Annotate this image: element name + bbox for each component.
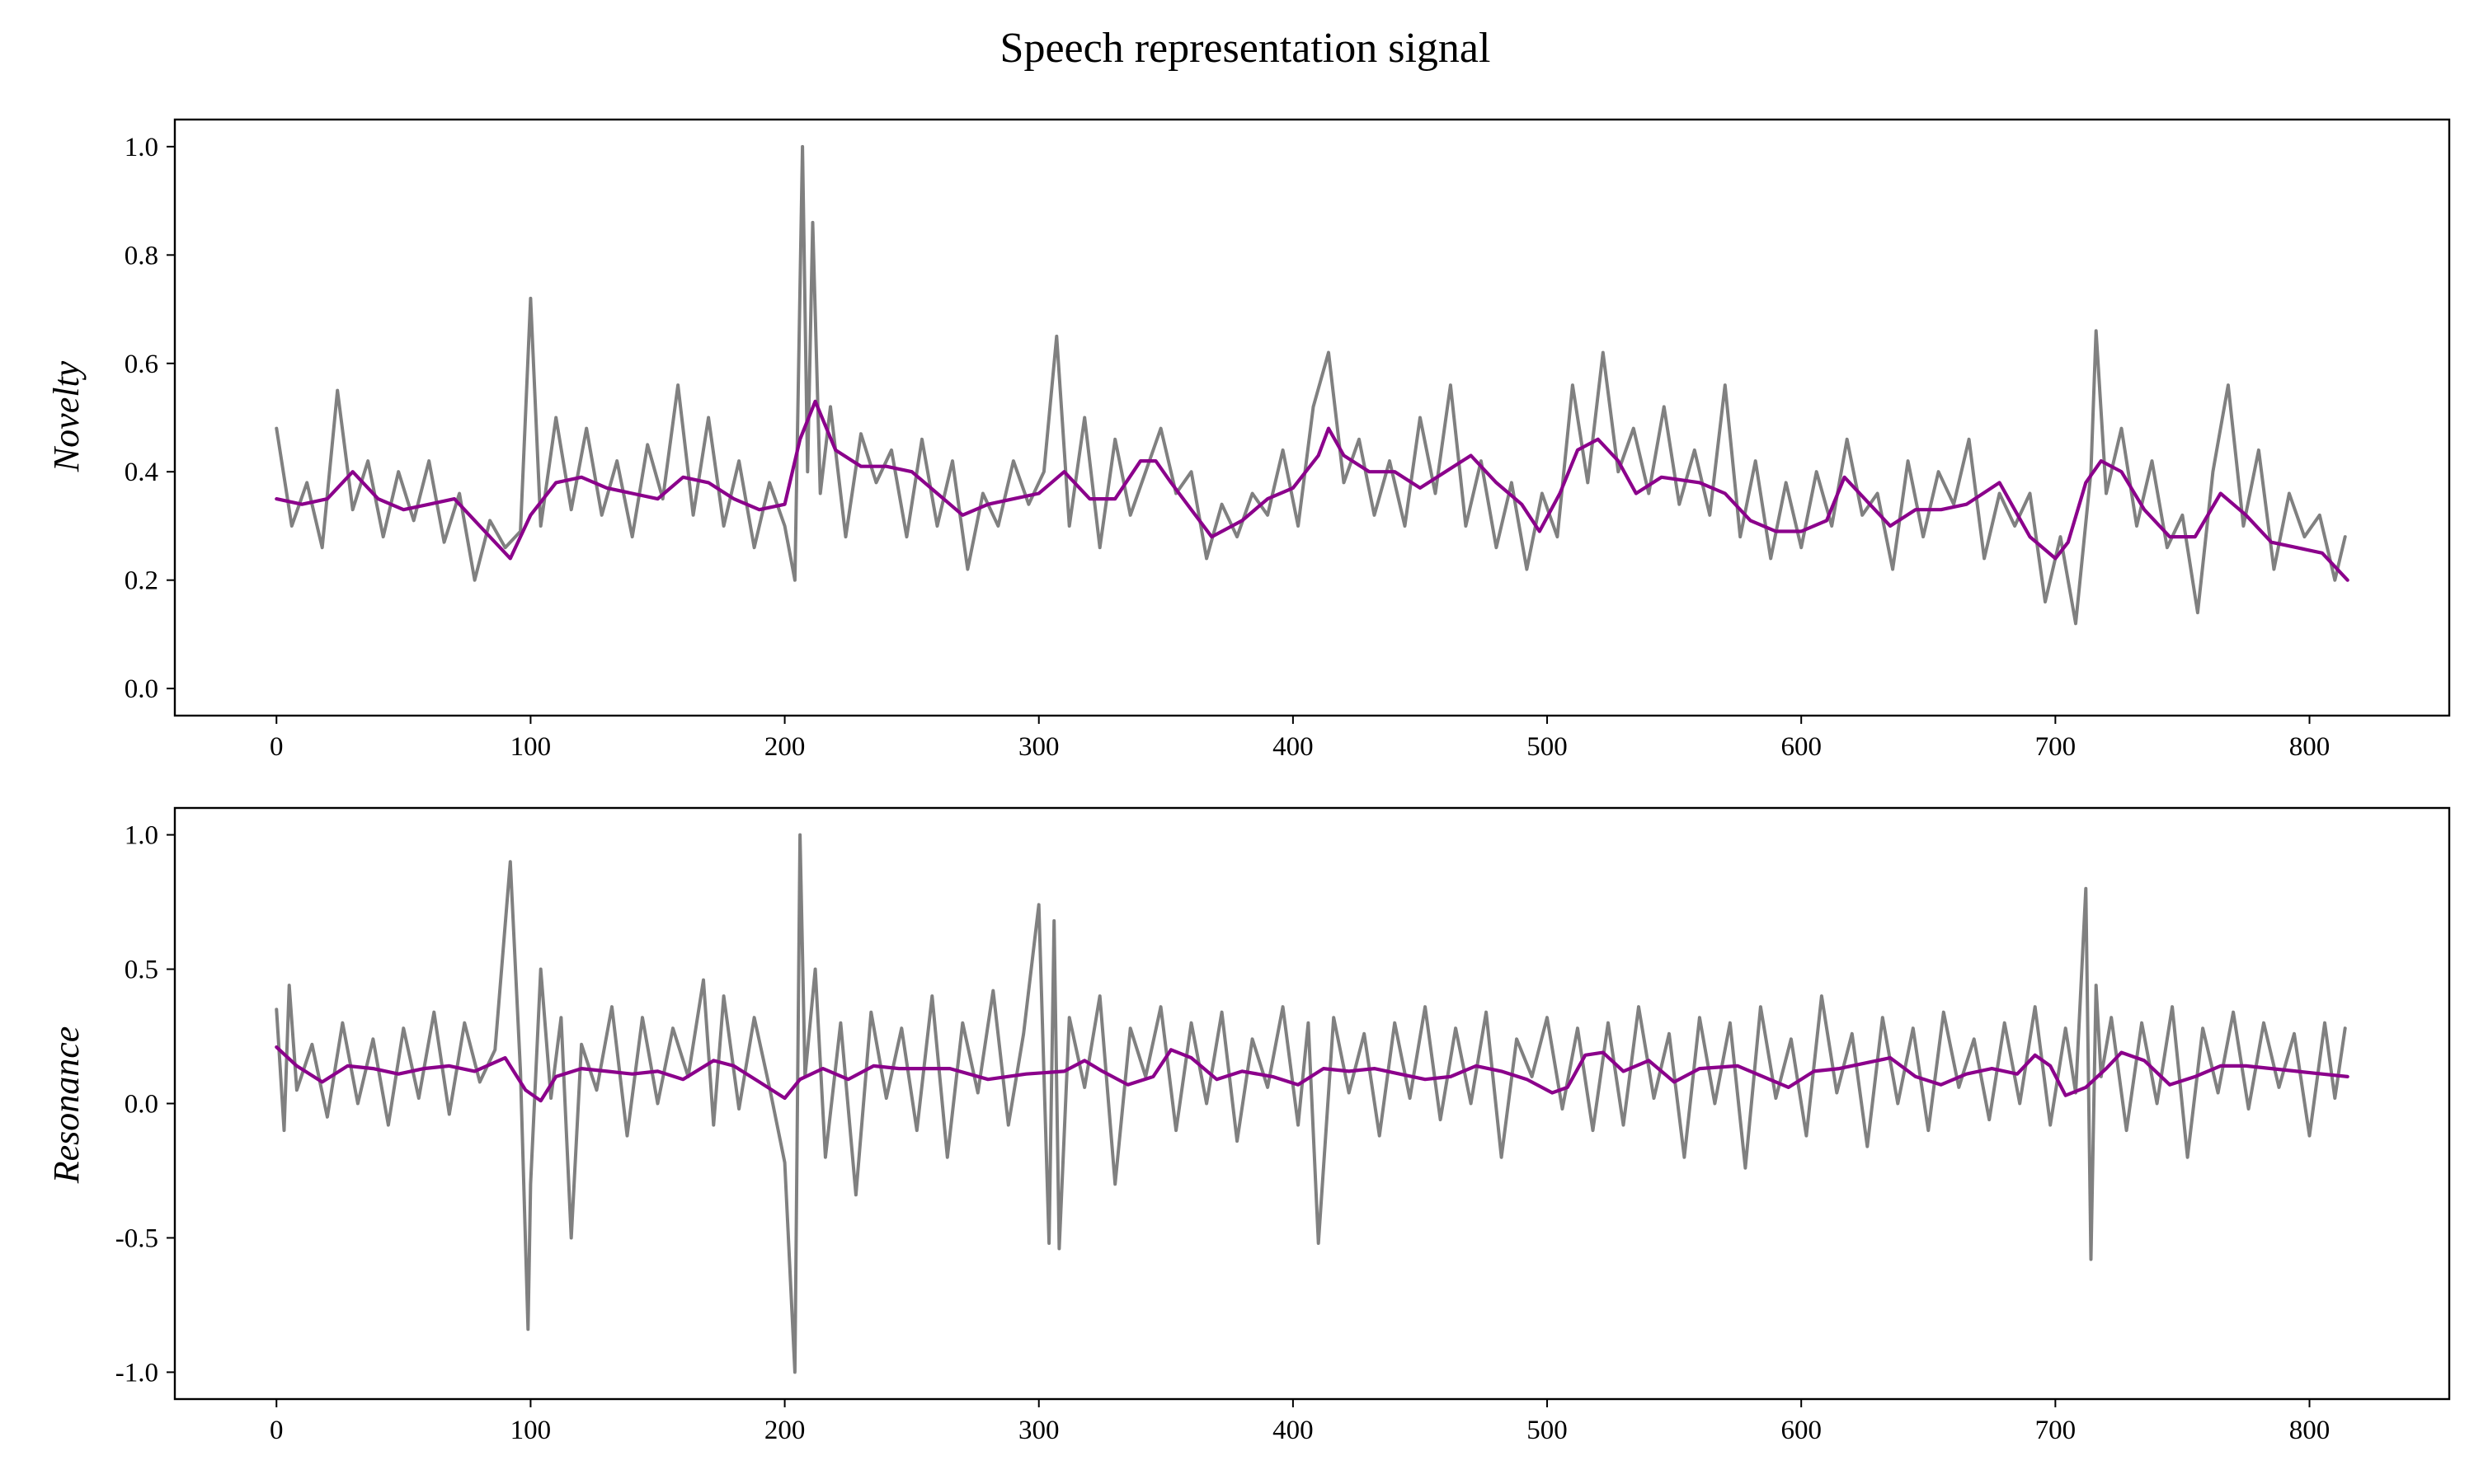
resonance-axes: 0 100 200 300 400 500 600 700 800 -1.0 -0.5 0.0 0.5 1…	[115, 806, 2451, 1445]
novelty-y-tick-label: 0.2	[125, 566, 158, 596]
novelty-ylabel: Novelty	[46, 360, 87, 472]
chart-title: Speech representation signal	[1000, 25, 1491, 72]
resonance-series-group	[275, 833, 2349, 1374]
resonance-panel: 0 100 200 300 400 500 600 700 800 -1.0 -0.5 0.0 0.5 1…	[46, 806, 2451, 1445]
novelty-y-tick-label: 0.0	[125, 674, 158, 704]
novelty-y-tick-label: 0.6	[125, 350, 158, 379]
novelty-x-tick-label: 300	[1018, 732, 1060, 762]
resonance-x-tick-label: 600	[1780, 1416, 1822, 1445]
resonance-x-tick-label: 300	[1018, 1416, 1060, 1445]
resonance-x-tick-label: 500	[1526, 1416, 1568, 1445]
novelty-axes: 0 100 200 300 400 500 600 700 800 0.0 0.2 0.4 0.6 0.8…	[125, 118, 2451, 762]
novelty-x-tick-label: 800	[2289, 732, 2331, 762]
novelty-x-tick-label: 600	[1780, 732, 1822, 762]
novelty-y-tick-label: 1.0	[125, 133, 158, 162]
resonance-x-tick-label: 400	[1272, 1416, 1314, 1445]
novelty-axes-frame	[173, 118, 2451, 717]
resonance-ylabel: Resonance	[46, 1026, 87, 1185]
novelty-x-tick-label: 100	[510, 732, 552, 762]
resonance-x-tick-label: 200	[764, 1416, 806, 1445]
resonance-x-tick-label: 800	[2289, 1416, 2331, 1445]
novelty-x-tick-label: 0	[270, 732, 284, 762]
novelty-panel: 0 100 200 300 400 500 600 700 800 0.0 0.2 0.4 0.6 0.8…	[46, 118, 2451, 762]
resonance-y-tick-label: 0.5	[125, 956, 158, 985]
novelty-y-tick-label: 0.4	[125, 458, 158, 487]
novelty-x-tick-label: 700	[2035, 732, 2077, 762]
resonance-y-tick-label: -0.5	[115, 1223, 158, 1253]
resonance-x-tick-label: 0	[270, 1416, 284, 1445]
resonance-y-tick-label: 1.0	[125, 821, 158, 851]
resonance-y-tick-label: -1.0	[115, 1358, 158, 1388]
novelty-smoothed-line	[275, 399, 2349, 582]
novelty-x-tick-label: 200	[764, 732, 806, 762]
resonance-y-tick-label: 0.0	[125, 1090, 158, 1120]
novelty-x-tick-label: 400	[1272, 732, 1314, 762]
novelty-y-tick-label: 0.8	[125, 241, 158, 270]
resonance-raw-line	[275, 833, 2347, 1374]
novelty-series-group	[275, 144, 2349, 626]
resonance-x-tick-label: 700	[2035, 1416, 2077, 1445]
resonance-x-tick-label: 100	[510, 1416, 552, 1445]
resonance-smoothed-line	[275, 1045, 2349, 1103]
novelty-x-tick-label: 500	[1526, 732, 1568, 762]
